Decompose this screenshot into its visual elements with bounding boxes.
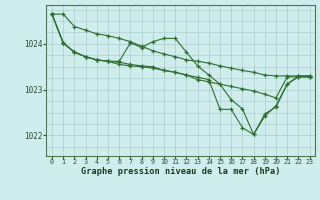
X-axis label: Graphe pression niveau de la mer (hPa): Graphe pression niveau de la mer (hPa) bbox=[81, 167, 281, 176]
